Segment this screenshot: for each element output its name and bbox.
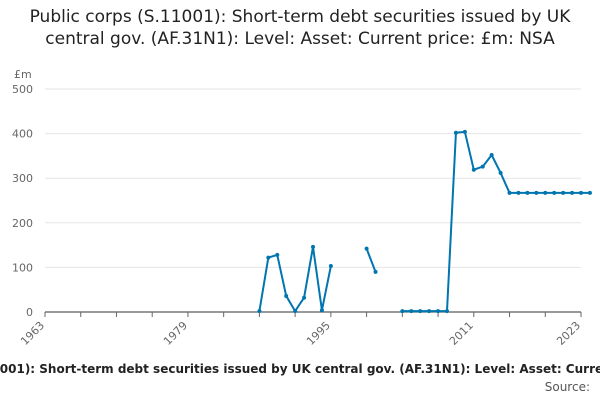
data-point[interactable] — [561, 190, 566, 195]
data-point[interactable] — [462, 129, 467, 134]
data-point[interactable] — [579, 190, 583, 195]
y-tick-label: 400 — [12, 128, 33, 141]
data-point[interactable] — [436, 309, 441, 314]
footer-title: Public corps (S.11001): Short-term debt … — [0, 362, 600, 376]
data-point[interactable] — [570, 190, 575, 195]
data-point[interactable] — [516, 190, 521, 195]
series-line — [402, 130, 590, 313]
chart-title: Public corps (S.11001): Short-term debt … — [29, 7, 571, 49]
y-tick-label: 300 — [12, 172, 33, 185]
data-point[interactable] — [489, 153, 494, 158]
data-point[interactable] — [284, 293, 289, 298]
data-point[interactable] — [525, 190, 530, 195]
data-point[interactable] — [257, 309, 262, 314]
data-point[interactable] — [293, 309, 298, 314]
data-point[interactable] — [507, 190, 512, 195]
data-point[interactable] — [480, 164, 485, 169]
data-point[interactable] — [364, 246, 369, 251]
data-point[interactable] — [266, 255, 271, 260]
source-label: Source: — [544, 380, 590, 394]
data-point[interactable] — [275, 252, 280, 257]
data-point[interactable] — [552, 190, 557, 195]
data-point[interactable] — [587, 190, 592, 195]
y-axis-ticks: 0 100 200 300 400 500 — [12, 83, 33, 319]
data-point[interactable] — [373, 269, 378, 274]
data-point[interactable] — [453, 130, 458, 135]
y-axis-unit-label: £m — [14, 68, 32, 81]
data-point[interactable] — [418, 309, 423, 314]
data-point[interactable] — [311, 244, 315, 249]
data-point[interactable] — [409, 309, 414, 314]
data-point[interactable] — [445, 309, 449, 314]
data-point[interactable] — [427, 309, 432, 314]
y-tick-label: 200 — [12, 217, 33, 230]
data-point[interactable] — [319, 308, 324, 313]
data-point[interactable] — [543, 190, 548, 195]
series-group — [257, 129, 592, 314]
data-point[interactable] — [534, 190, 539, 195]
series-line — [365, 248, 377, 273]
data-point[interactable] — [400, 309, 405, 314]
data-point[interactable] — [498, 170, 503, 175]
gridlines — [45, 88, 581, 313]
y-tick-label: 0 — [26, 306, 33, 319]
y-tick-label: 500 — [12, 83, 33, 96]
y-tick-label: 100 — [12, 261, 33, 274]
data-point[interactable] — [328, 264, 333, 269]
data-point[interactable] — [302, 295, 307, 300]
data-point[interactable] — [471, 167, 476, 172]
